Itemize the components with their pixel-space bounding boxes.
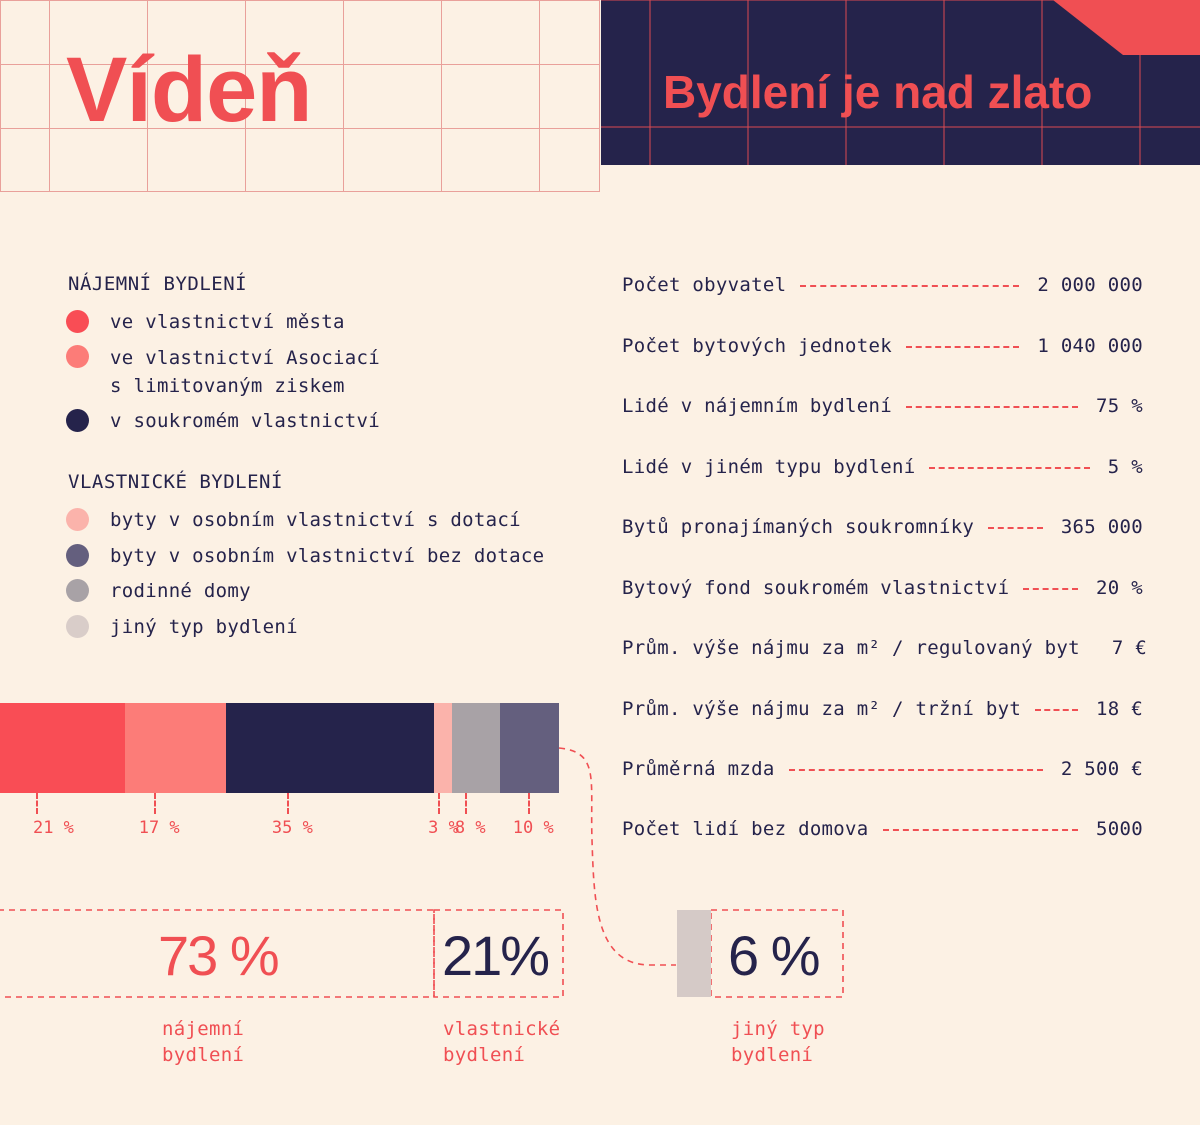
owner-total-value: 21%	[442, 924, 550, 987]
stat-label: Bytový fond soukromém vlastnictví	[622, 577, 1010, 599]
stat-population: Počet obyvatel 2 000 000	[622, 271, 1143, 299]
bar-segment	[451, 703, 500, 793]
stat-label: Počet bytových jednotek	[622, 335, 892, 357]
bar-segment	[0, 703, 125, 793]
bar-tick	[154, 793, 157, 814]
stat-leader	[929, 467, 1090, 469]
rental-total-caption: nájemní bydlení	[162, 1018, 245, 1066]
stat-homeless: Počet lidí bez domova 5000	[622, 815, 1143, 843]
legend-label: rodinné domy	[110, 580, 251, 602]
legend-heading-ownership: VLASTNICKÉ BYDLENÍ	[68, 471, 283, 493]
stat-value: 5000	[1096, 818, 1143, 840]
stat-leader	[988, 527, 1043, 529]
stat-label: Počet lidí bez domova	[622, 818, 869, 840]
stat-housing-units: Počet bytových jednotek 1 040 000	[622, 332, 1143, 360]
stat-label: Průměrná mzda	[622, 758, 775, 780]
legend-dot	[66, 409, 89, 432]
stat-value: 2 000 000	[1037, 274, 1143, 296]
stat-private-rentals: Bytů pronajímaných soukromníky 365 000	[622, 513, 1143, 541]
stat-rental-share: Lidé v nájemním bydlení 75 %	[622, 392, 1143, 420]
stat-value: 7 €	[1111, 637, 1148, 659]
legend-label: v soukromém vlastnictví	[110, 410, 380, 432]
legend-label: jiný typ bydlení	[110, 616, 298, 638]
stat-leader	[906, 406, 1079, 408]
legend-label: byty v osobním vlastnictví s dotací	[110, 509, 521, 531]
other-total-caption: jiný typ bydlení	[731, 1018, 825, 1066]
legend-label: ve vlastnictví Asociací s limitovaným zi…	[110, 347, 380, 397]
bar-segment	[499, 703, 559, 793]
legend-dot	[66, 345, 89, 368]
bar-value-label: 35 %	[271, 818, 313, 838]
stat-private-stock: Bytový fond soukromém vlastnictví 20 %	[622, 574, 1143, 602]
bar-value-label: 21 %	[32, 818, 74, 838]
legend-heading-rental: NÁJEMNÍ BYDLENÍ	[68, 273, 248, 295]
stat-market-rent: Prům. výše nájmu za m² / tržní byt 18 €	[622, 695, 1143, 723]
stat-label: Počet obyvatel	[622, 274, 787, 296]
bar-tick	[287, 793, 290, 814]
banner-title: Bydlení je nad zlato	[663, 66, 1093, 118]
stacked-bar	[0, 703, 559, 793]
stat-label: Lidé v jiném typu bydlení	[622, 456, 916, 478]
stat-other-share: Lidé v jiném typu bydlení 5 %	[622, 453, 1143, 481]
stat-label: Lidé v nájemním bydlení	[622, 395, 892, 417]
stat-label: Prům. výše nájmu za m² / regulovaný byt	[622, 637, 1080, 659]
stat-value: 1 040 000	[1037, 335, 1143, 357]
banner-grid	[601, 0, 1200, 165]
stat-value: 18 €	[1096, 698, 1143, 720]
other-total-value: 6 %	[728, 924, 820, 987]
legend-dot	[66, 544, 89, 567]
stat-leader	[906, 346, 1020, 348]
legend-dot	[66, 310, 89, 333]
bar-segment	[124, 703, 226, 793]
bar-value-label: 17 %	[138, 818, 180, 838]
bar-value-label: 3 %	[428, 818, 459, 838]
legend-label: byty v osobním vlastnictví bez dotace	[110, 545, 545, 567]
stat-value: 5 %	[1107, 456, 1143, 478]
stat-regulated-rent: Prům. výše nájmu za m² / regulovaný byt …	[622, 634, 1147, 662]
owner-total-caption: vlastnické bydlení	[443, 1018, 561, 1066]
legend-dot	[66, 579, 89, 602]
header-grid	[0, 0, 600, 192]
legend-dot	[66, 615, 89, 638]
bar-tick	[438, 793, 441, 814]
stat-leader	[1023, 588, 1079, 590]
stat-leader	[788, 769, 1043, 771]
stat-value: 20 %	[1096, 577, 1143, 599]
stat-average-wage: Průměrná mzda 2 500 €	[622, 755, 1143, 783]
bar-tick	[36, 793, 39, 814]
stat-value: 75 %	[1096, 395, 1143, 417]
stat-value: 365 000	[1060, 516, 1143, 538]
stat-value: 2 500 €	[1060, 758, 1143, 780]
stat-label: Prům. výše nájmu za m² / tržní byt	[622, 698, 1022, 720]
stat-leader	[800, 285, 1020, 287]
stat-label: Bytů pronajímaných soukromníky	[622, 516, 975, 538]
bar-tick	[528, 793, 531, 814]
stat-leader	[1035, 709, 1079, 711]
legend-label: ve vlastnictví města	[110, 311, 345, 333]
city-title: Vídeň	[66, 39, 312, 141]
legend-dot	[66, 508, 89, 531]
bar-segment	[225, 703, 435, 793]
other-box-swatch	[677, 910, 711, 997]
rental-total-value: 73 %	[158, 924, 280, 987]
bar-segment	[434, 703, 452, 793]
bar-value-label: 8 %	[454, 818, 486, 838]
title-banner: Bydlení je nad zlato	[601, 0, 1200, 165]
corner-accent	[1053, 0, 1200, 55]
bar-value-label: 10 %	[512, 818, 554, 838]
stat-leader	[882, 829, 1079, 831]
bar-tick	[465, 793, 468, 814]
